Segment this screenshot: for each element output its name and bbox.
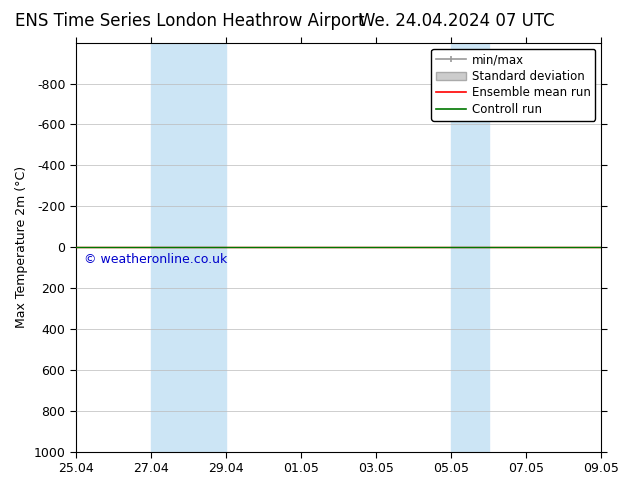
- Text: We. 24.04.2024 07 UTC: We. 24.04.2024 07 UTC: [359, 12, 554, 30]
- Bar: [151, 43, 226, 452]
- Legend: min/max, Standard deviation, Ensemble mean run, Controll run: min/max, Standard deviation, Ensemble me…: [431, 49, 595, 121]
- Bar: [451, 43, 489, 452]
- Text: ENS Time Series London Heathrow Airport: ENS Time Series London Heathrow Airport: [15, 12, 365, 30]
- Text: © weatheronline.co.uk: © weatheronline.co.uk: [84, 253, 227, 266]
- Y-axis label: Max Temperature 2m (°C): Max Temperature 2m (°C): [15, 166, 28, 328]
